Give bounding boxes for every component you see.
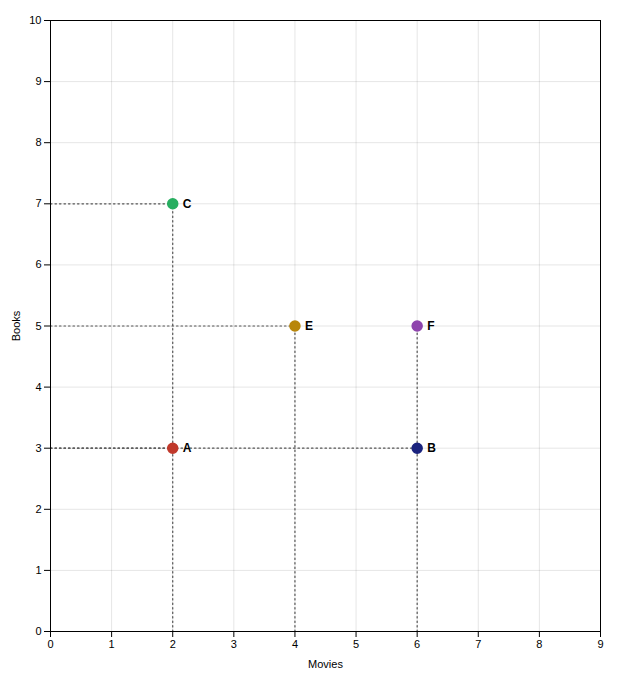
svg-text:10: 10 bbox=[29, 14, 41, 26]
svg-text:8: 8 bbox=[35, 136, 41, 148]
svg-text:F: F bbox=[427, 319, 434, 333]
svg-text:1: 1 bbox=[35, 564, 41, 576]
svg-text:3: 3 bbox=[231, 638, 237, 650]
svg-text:9: 9 bbox=[35, 75, 41, 87]
svg-text:6: 6 bbox=[35, 258, 41, 270]
svg-text:8: 8 bbox=[536, 638, 542, 650]
svg-text:0: 0 bbox=[35, 625, 41, 637]
svg-text:4: 4 bbox=[35, 381, 41, 393]
svg-text:Movies: Movies bbox=[308, 658, 343, 670]
svg-text:B: B bbox=[427, 441, 436, 455]
svg-text:C: C bbox=[183, 197, 192, 211]
svg-text:0: 0 bbox=[47, 638, 53, 650]
svg-text:7: 7 bbox=[35, 197, 41, 209]
svg-text:2: 2 bbox=[35, 503, 41, 515]
svg-text:Books: Books bbox=[10, 310, 22, 341]
svg-text:1: 1 bbox=[109, 638, 115, 650]
svg-text:2: 2 bbox=[170, 638, 176, 650]
svg-text:A: A bbox=[183, 441, 192, 455]
svg-text:6: 6 bbox=[414, 638, 420, 650]
svg-text:5: 5 bbox=[353, 638, 359, 650]
svg-text:9: 9 bbox=[597, 638, 603, 650]
svg-text:4: 4 bbox=[292, 638, 298, 650]
svg-text:3: 3 bbox=[35, 442, 41, 454]
svg-text:E: E bbox=[305, 319, 313, 333]
svg-text:7: 7 bbox=[475, 638, 481, 650]
svg-text:5: 5 bbox=[35, 320, 41, 332]
